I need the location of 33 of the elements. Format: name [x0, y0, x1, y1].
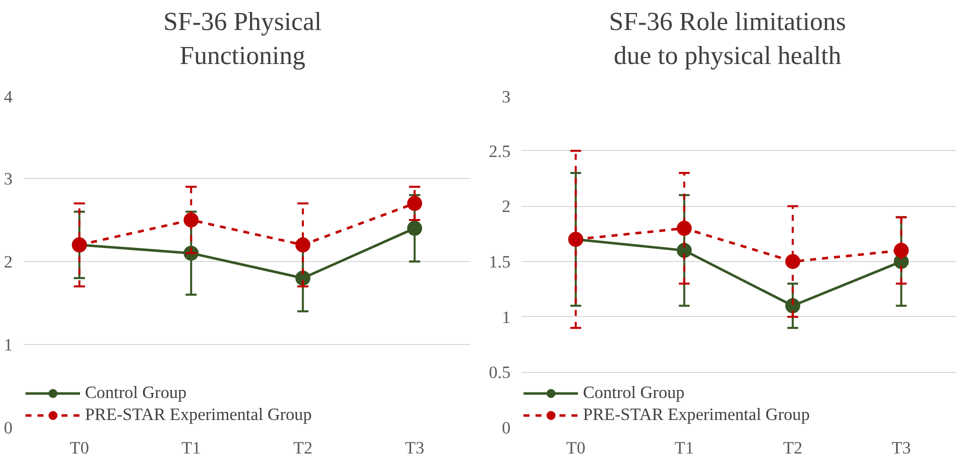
y-tick-label: 2	[502, 197, 511, 216]
chart-title: SF-36 Role limitations due to physical health	[609, 6, 846, 72]
y-tick-label: 1	[502, 308, 511, 327]
point	[407, 196, 422, 211]
legend-label: Control Group	[583, 383, 685, 403]
point	[407, 220, 422, 236]
x-tick-label: T2	[783, 438, 802, 458]
point	[785, 254, 800, 269]
y-tick-label: 2.5	[488, 142, 511, 161]
x-tick-label: T3	[405, 438, 424, 458]
x-tick-label: T3	[892, 438, 911, 458]
x-tick-label: T1	[674, 438, 694, 458]
y-tick-label: 2	[4, 252, 13, 272]
point	[184, 212, 199, 228]
y-tick-label: 4	[4, 88, 13, 106]
y-tick-label: 0	[4, 418, 13, 438]
point	[894, 242, 909, 258]
x-tick-label: T2	[293, 438, 312, 458]
x-tick-label: T0	[566, 438, 586, 458]
x-tick-label: T1	[182, 438, 201, 458]
point	[295, 237, 310, 252]
y-tick-label: 3	[502, 88, 511, 106]
y-tick-label: 3	[4, 170, 13, 188]
x-tick-label: T0	[70, 438, 89, 458]
legend-label: PRE-STAR Experimental Group	[85, 405, 312, 425]
legend-label: Control Group	[85, 383, 187, 403]
point	[676, 220, 692, 236]
y-tick-label: 0.5	[488, 363, 511, 382]
y-tick-label: 1.5	[488, 252, 511, 272]
legend-label: PRE-STAR Experimental Group	[583, 405, 810, 425]
y-tick-label: 0	[502, 418, 511, 438]
y-tick-label: 1	[4, 336, 13, 354]
chart-title: SF-36 Physical Functioning	[163, 6, 322, 72]
